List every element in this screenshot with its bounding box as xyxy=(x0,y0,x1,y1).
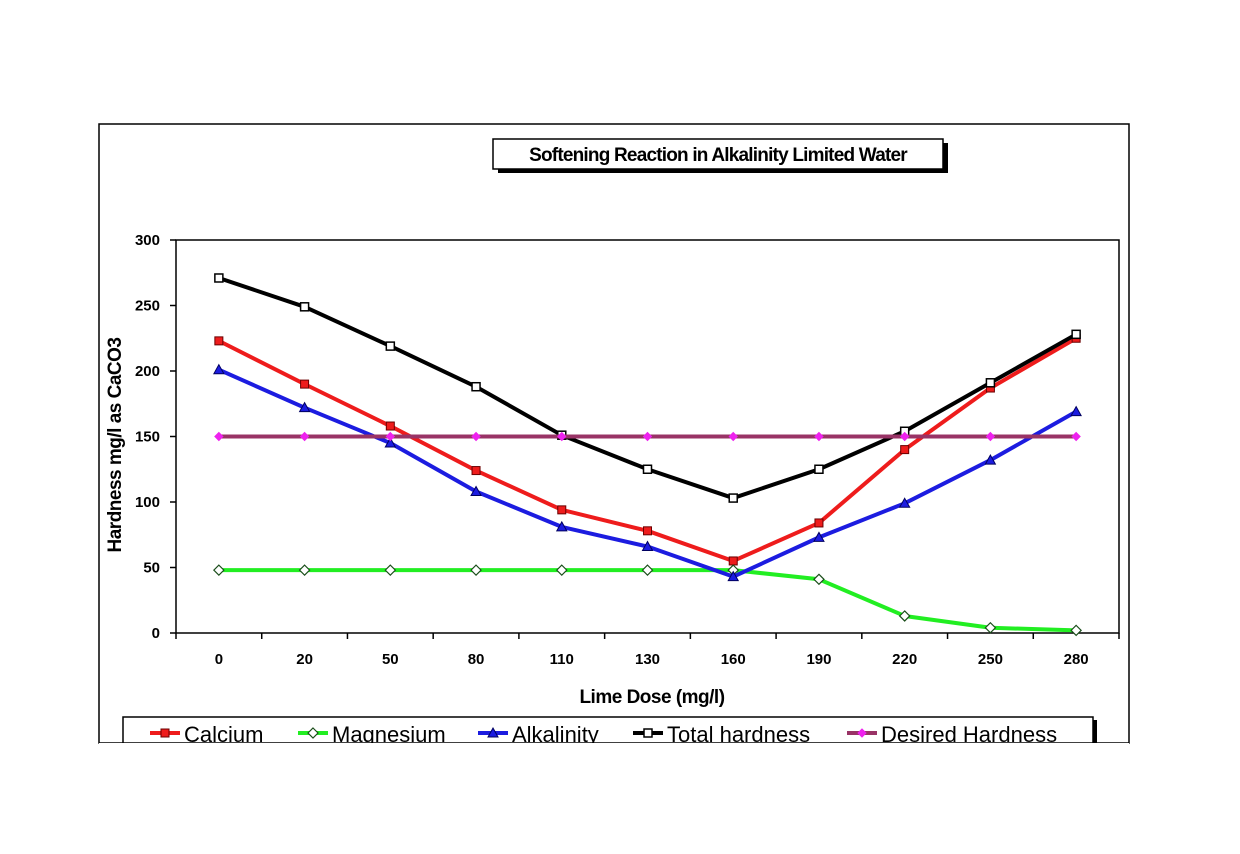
data-point-calcium xyxy=(814,518,824,528)
data-point-alkalinity xyxy=(641,540,654,552)
x-tick-label: 110 xyxy=(550,651,574,668)
legend-label: Magnesium xyxy=(332,722,446,747)
legend-item-magnesium: Magnesium xyxy=(298,722,446,747)
legend-box xyxy=(122,716,1094,744)
legend-item-calcium: Calcium xyxy=(150,722,263,747)
x-axis: 0 20 50 80 110 130 160 190 220 250 280 xyxy=(175,633,1120,668)
data-point-total-hardness xyxy=(385,341,396,351)
x-tick-label: 220 xyxy=(892,651,917,668)
data-point-desired-hardness xyxy=(899,431,910,442)
legend-marker xyxy=(643,728,653,738)
y-tick-label: 150 xyxy=(135,429,160,446)
data-point-alkalinity xyxy=(1070,405,1082,417)
y-axis-label: Hardness mg/l as CaCO3 xyxy=(105,338,126,553)
y-tick-label: 250 xyxy=(135,298,160,315)
data-point-alkalinity xyxy=(298,401,311,413)
x-tick-label: 130 xyxy=(635,651,660,668)
series-calcium xyxy=(214,333,1081,566)
legend-marker xyxy=(160,728,170,738)
data-point-calcium xyxy=(214,336,224,346)
data-point-calcium xyxy=(471,466,481,476)
data-point-desired-hardness xyxy=(299,431,310,442)
x-tick-label: 250 xyxy=(978,651,1003,668)
data-point-alkalinity xyxy=(384,437,397,448)
data-point-magnesium xyxy=(984,621,997,634)
title-box xyxy=(492,138,944,170)
data-point-calcium xyxy=(643,526,652,536)
data-point-total-hardness xyxy=(814,464,824,474)
data-point-magnesium xyxy=(384,564,397,576)
data-point-desired-hardness xyxy=(642,431,653,442)
data-point-magnesium xyxy=(1070,624,1082,637)
data-point-alkalinity xyxy=(555,520,568,532)
legend-label: Calcium xyxy=(184,722,263,747)
legend-marker xyxy=(307,727,319,739)
x-tick-label: 50 xyxy=(382,651,399,668)
data-point-total-hardness xyxy=(642,464,653,474)
series-alkalinity xyxy=(213,363,1082,582)
data-point-magnesium xyxy=(555,564,568,576)
y-tick-label: 200 xyxy=(135,363,160,380)
data-point-alkalinity xyxy=(984,454,997,465)
data-point-desired-hardness xyxy=(557,431,567,442)
data-point-magnesium xyxy=(470,564,482,576)
data-point-total-hardness xyxy=(728,493,738,503)
data-point-desired-hardness xyxy=(814,431,824,442)
data-point-calcium xyxy=(300,379,310,389)
data-point-desired-hardness xyxy=(728,431,738,442)
data-point-alkalinity xyxy=(213,363,225,375)
data-point-calcium xyxy=(385,421,395,431)
x-tick-label: 160 xyxy=(721,651,746,668)
x-axis-label: Lime Dose (mg/l) xyxy=(579,687,724,708)
data-point-desired-hardness xyxy=(214,431,224,442)
y-tick-label: 0 xyxy=(152,625,160,642)
legend: Calcium Magnesium Alkalinity Total hardness… xyxy=(150,722,1057,747)
data-point-total-hardness xyxy=(299,302,310,312)
series-magnesium xyxy=(213,564,1082,637)
y-tick-label: 100 xyxy=(135,494,160,511)
data-point-magnesium xyxy=(813,573,825,586)
data-point-alkalinity xyxy=(898,497,911,508)
legend-clip xyxy=(99,743,1129,763)
data-point-desired-hardness xyxy=(471,431,481,442)
y-tick-label: 300 xyxy=(135,232,160,249)
legend-marker xyxy=(487,726,499,738)
x-tick-label: 0 xyxy=(215,651,223,668)
legend-label: Alkalinity xyxy=(512,722,599,747)
data-point-calcium xyxy=(728,556,738,566)
data-point-alkalinity xyxy=(727,570,740,582)
data-point-calcium xyxy=(557,505,567,515)
data-point-desired-hardness xyxy=(385,431,396,442)
data-point-alkalinity xyxy=(470,485,482,497)
data-point-total-hardness xyxy=(1071,329,1081,340)
legend-marker xyxy=(857,728,867,738)
y-tick-label: 50 xyxy=(143,560,160,577)
data-point-magnesium xyxy=(898,610,911,622)
x-tick-label: 20 xyxy=(296,651,313,668)
data-point-magnesium xyxy=(213,564,225,576)
data-point-calcium xyxy=(900,445,910,455)
x-tick-label: 280 xyxy=(1064,651,1089,668)
data-point-magnesium xyxy=(641,564,654,576)
legend-label: Desired Hardness xyxy=(881,722,1057,747)
legend-label: Total hardness xyxy=(667,722,810,747)
legend-item-alkalinity: Alkalinity xyxy=(478,722,599,747)
series-desired-hardness xyxy=(214,431,1081,442)
data-point-desired-hardness xyxy=(1071,431,1081,442)
data-point-alkalinity xyxy=(813,531,825,542)
legend-item-desired-hardness: Desired Hardness xyxy=(847,722,1057,747)
legend-item-total-hardness: Total hardness xyxy=(633,722,810,747)
data-point-desired-hardness xyxy=(985,431,996,442)
y-axis: 0 50 100 150 200 250 300 xyxy=(135,232,176,642)
chart-title: Softening Reaction in Alkalinity Limited… xyxy=(529,145,908,166)
data-point-total-hardness xyxy=(985,378,996,388)
x-tick-label: 190 xyxy=(806,651,831,668)
data-point-total-hardness xyxy=(471,381,481,392)
data-point-magnesium xyxy=(298,564,311,576)
data-point-total-hardness xyxy=(214,273,224,283)
x-tick-label: 80 xyxy=(468,651,485,668)
series-layer xyxy=(213,273,1082,637)
